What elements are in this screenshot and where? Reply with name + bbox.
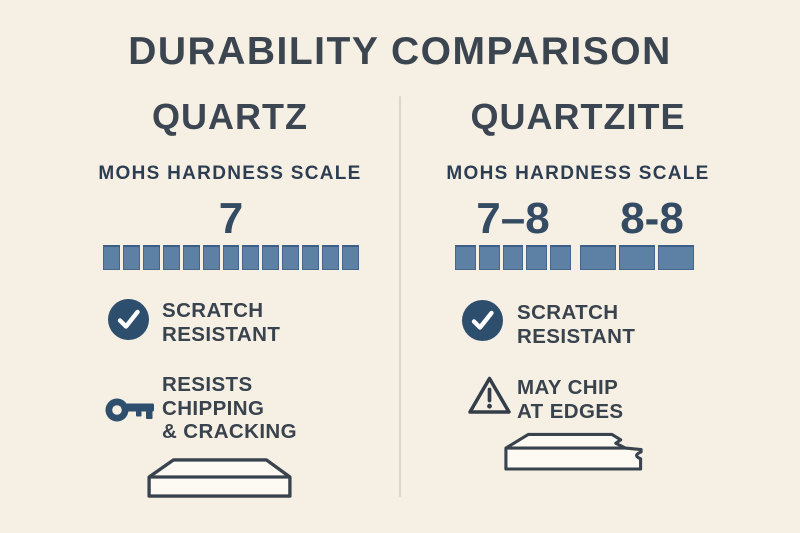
hardness-square bbox=[658, 245, 694, 270]
hardness-square bbox=[103, 245, 120, 270]
hardness-square bbox=[322, 245, 340, 270]
chipped-slab-icon bbox=[503, 431, 644, 472]
feature-line: AT EDGES bbox=[517, 399, 624, 423]
quartzite-hardness-bar-2 bbox=[580, 245, 694, 270]
hardness-square bbox=[142, 245, 160, 270]
hardness-square bbox=[282, 245, 300, 270]
hardness-square bbox=[302, 245, 320, 270]
column-title-quartz: QUARTZ bbox=[152, 96, 308, 137]
warning-triangle-icon bbox=[466, 374, 513, 417]
quartzite-feature-chip: MAY CHIP AT EDGES bbox=[517, 376, 623, 423]
hardness-square bbox=[619, 245, 655, 270]
hardness-square bbox=[550, 245, 571, 270]
feature-line: RESISTANT bbox=[162, 322, 281, 346]
hardness-square bbox=[526, 245, 548, 270]
feature-line: & CRACKING bbox=[162, 420, 297, 443]
quartz-feature-scratch: SCRATCH RESISTANT bbox=[162, 299, 280, 346]
quartzite-hardness-bar-1 bbox=[455, 245, 571, 270]
key-icon bbox=[104, 391, 158, 427]
hardness-square bbox=[202, 245, 220, 270]
hardness-square bbox=[580, 245, 616, 270]
hardness-square bbox=[455, 245, 476, 270]
quartz-feature-chipping: RESISTS CHIPPING & CRACKING bbox=[162, 373, 297, 444]
quartzite-hardness-value-2: 8-8 bbox=[620, 194, 684, 243]
quartz-hardness-bar bbox=[103, 245, 359, 270]
check-circle-icon bbox=[462, 300, 503, 341]
hardness-square bbox=[162, 245, 180, 270]
hardness-square bbox=[242, 245, 260, 270]
quartz-hardness-value: 7 bbox=[218, 194, 244, 243]
feature-line: CHIPPING bbox=[162, 396, 265, 420]
hardness-square bbox=[342, 245, 359, 270]
column-title-quartzite: QUARTZITE bbox=[470, 96, 686, 137]
slab-icon bbox=[146, 456, 293, 500]
feature-line: SCRATCH bbox=[162, 299, 264, 322]
feature-line: SCRATCH bbox=[517, 301, 619, 324]
hardness-square bbox=[122, 245, 140, 270]
quartzite-feature-scratch: SCRATCH RESISTANT bbox=[517, 301, 635, 348]
quartzite-hardness-value-1: 7–8 bbox=[476, 194, 550, 243]
feature-line: RESISTANT bbox=[517, 324, 636, 348]
quartz-scale-label: MOHS HARDNESS SCALE bbox=[98, 163, 362, 184]
quartzite-scale-label: MOHS HARDNESS SCALE bbox=[446, 163, 710, 184]
feature-line: RESISTS bbox=[162, 373, 253, 396]
feature-line: MAY CHIP bbox=[517, 376, 619, 399]
hardness-square bbox=[478, 245, 500, 270]
column-divider bbox=[399, 96, 401, 497]
check-circle-icon bbox=[108, 299, 149, 340]
hardness-square bbox=[182, 245, 200, 270]
hardness-square bbox=[502, 245, 524, 270]
hardness-square bbox=[222, 245, 240, 270]
page-title: DURABILITY COMPARISON bbox=[128, 30, 672, 73]
hardness-square bbox=[262, 245, 280, 270]
